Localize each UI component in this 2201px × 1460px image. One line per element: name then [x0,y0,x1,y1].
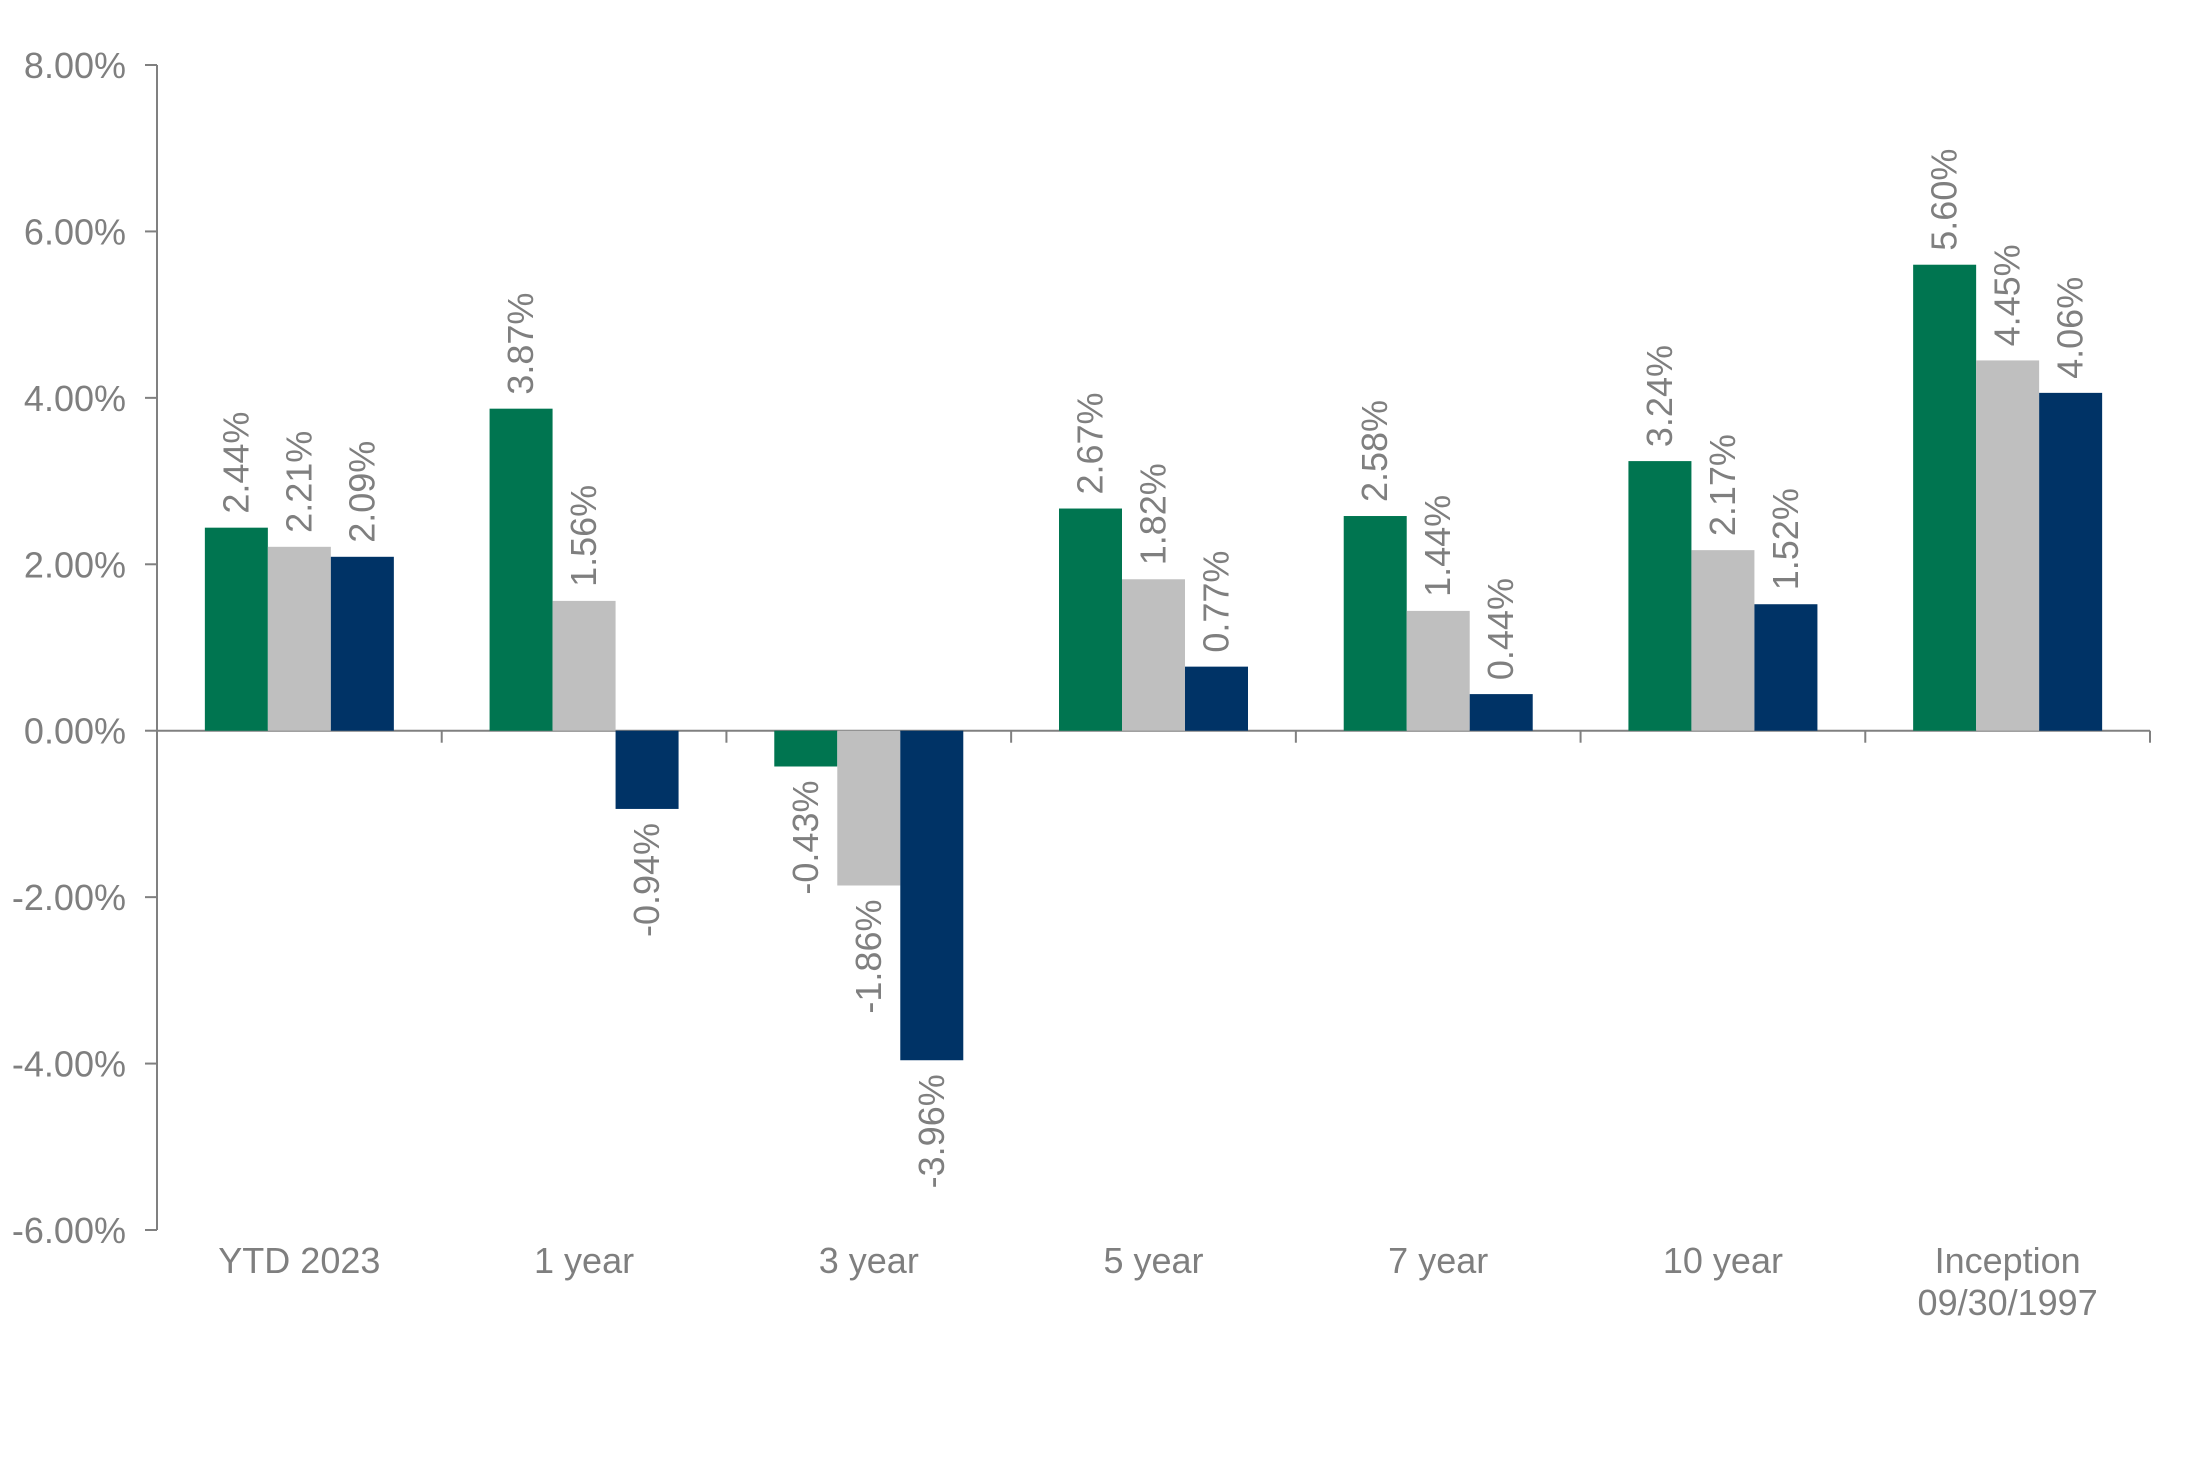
bar [1185,666,1248,731]
x-tick-label: 7 year [1388,1240,1488,1281]
y-tick-label: -2.00% [12,877,126,918]
bar [1343,516,1407,731]
bar [1059,508,1122,731]
data-label: 5.60% [1924,149,1965,251]
bar [1976,360,2040,731]
data-label: 1.52% [1765,488,1806,590]
data-labels: 2.44% 2.21% 2.09% 3.87% 1.56% -0.94% -0.43% -1.… [215,149,2090,1189]
bar [330,556,394,731]
data-label: -3.96% [911,1074,952,1188]
bar [837,730,901,886]
bar [774,730,838,767]
data-label: 0.44% [1480,578,1521,680]
data-label: -0.94% [626,823,667,937]
x-tick-label: 5 year [1103,1240,1203,1281]
x-tick-label: 1 year [534,1240,634,1281]
bar [267,546,331,731]
bar [1628,461,1692,731]
y-tick-label: 0.00% [24,711,126,752]
data-label: 4.45% [1987,244,2028,346]
x-tick-label: 3 year [819,1240,919,1281]
y-tick-label: -6.00% [12,1210,126,1251]
data-label: -1.86% [848,899,889,1013]
data-label: 4.06% [2050,277,2091,379]
data-label: 1.82% [1133,463,1174,565]
y-tick-label: -4.00% [12,1044,126,1085]
data-label: 3.87% [500,293,541,395]
data-label: -0.43% [785,780,826,894]
y-tick-label: 2.00% [24,544,126,585]
bar [1754,604,1818,731]
x-tick-label: 10 year [1663,1240,1783,1281]
y-tick-label: 6.00% [24,211,126,252]
bar [1122,579,1185,731]
bar [2039,392,2103,731]
data-label: 0.77% [1196,551,1237,653]
data-label: 2.67% [1070,392,1111,494]
data-label: 2.44% [215,412,256,514]
bar [1469,694,1533,731]
bar [1913,264,1977,731]
x-tick-label: YTD 2023 [218,1240,380,1281]
data-label: 1.56% [563,485,604,587]
bar [900,730,964,1061]
data-label: 2.58% [1354,400,1395,502]
data-label: 2.21% [278,431,319,533]
data-label: 2.09% [341,441,382,543]
bar [204,527,268,731]
bar [552,600,616,731]
data-label: 2.17% [1702,434,1743,536]
bar [1406,610,1470,731]
data-label: 1.44% [1417,495,1458,597]
x-tick-label: 09/30/1997 [1918,1282,2098,1323]
bar [489,408,553,731]
y-tick-label: 8.00% [24,45,126,86]
bar [1691,550,1755,731]
y-tick-label: 4.00% [24,378,126,419]
axes: 8.00% 6.00% 4.00% 2.00% 0.00% -2.00% -4.00% -6.… [12,45,2151,1323]
data-label: 3.24% [1639,345,1680,447]
bar [615,730,679,809]
x-tick-label: Inception [1935,1240,2081,1281]
bars [204,264,2103,1061]
